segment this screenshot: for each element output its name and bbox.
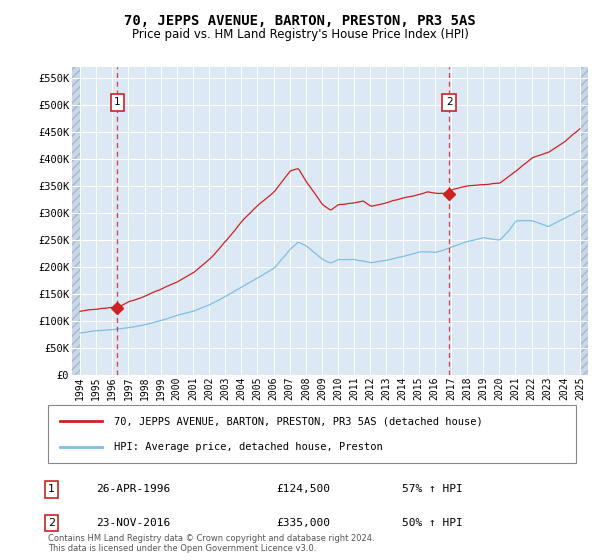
Text: 70, JEPPS AVENUE, BARTON, PRESTON, PR3 5AS: 70, JEPPS AVENUE, BARTON, PRESTON, PR3 5… bbox=[124, 14, 476, 28]
Text: 23-NOV-2016: 23-NOV-2016 bbox=[96, 518, 170, 528]
Text: 2: 2 bbox=[446, 97, 452, 108]
Text: 2: 2 bbox=[48, 518, 55, 528]
Text: 57% ↑ HPI: 57% ↑ HPI bbox=[402, 484, 463, 494]
Text: £335,000: £335,000 bbox=[276, 518, 330, 528]
Text: 1: 1 bbox=[48, 484, 55, 494]
Text: Price paid vs. HM Land Registry's House Price Index (HPI): Price paid vs. HM Land Registry's House … bbox=[131, 28, 469, 41]
Text: HPI: Average price, detached house, Preston: HPI: Average price, detached house, Pres… bbox=[114, 442, 383, 451]
FancyBboxPatch shape bbox=[48, 405, 576, 463]
Text: Contains HM Land Registry data © Crown copyright and database right 2024.
This d: Contains HM Land Registry data © Crown c… bbox=[48, 534, 374, 553]
Bar bbox=[72, 67, 80, 375]
Text: 50% ↑ HPI: 50% ↑ HPI bbox=[402, 518, 463, 528]
Text: 1: 1 bbox=[114, 97, 121, 108]
Text: 26-APR-1996: 26-APR-1996 bbox=[96, 484, 170, 494]
Text: £124,500: £124,500 bbox=[276, 484, 330, 494]
Text: 70, JEPPS AVENUE, BARTON, PRESTON, PR3 5AS (detached house): 70, JEPPS AVENUE, BARTON, PRESTON, PR3 5… bbox=[114, 417, 483, 426]
Bar bbox=[580, 67, 588, 375]
